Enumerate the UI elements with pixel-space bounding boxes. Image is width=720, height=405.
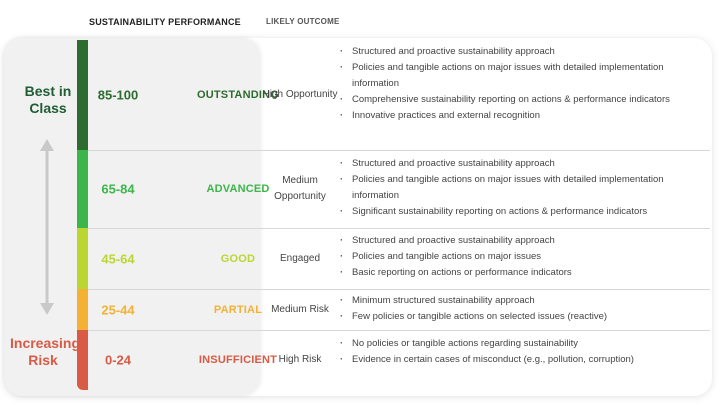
tier-outcome: High Opportunity [262,89,338,100]
bullet-item: Policies and tangible actions on major i… [338,172,708,204]
tier-score: 85-100 [97,87,139,103]
bullet-item: Structured and proactive sustainability … [338,44,708,60]
bullet-item: Comprehensive sustainability reporting o… [338,92,708,108]
bullet-item: Few policies or tangible actions on sele… [338,309,708,325]
tier-row-insufficient: 0-24 INSUFFICIENT High Risk No policies … [88,330,710,390]
bullet-item: Significant sustainability reporting on … [338,204,708,220]
tier-outcome: Engaged [279,252,321,264]
tier-level: ADVANCED [206,183,270,195]
bullet-item: Basic reporting on actions or performanc… [338,265,708,281]
double-arrow-icon [40,139,54,315]
tier-row-good: 45-64 GOOD Engaged Structured and proact… [88,228,710,290]
tier-row-partial: 25-44 PARTIAL Medium Risk Minimum struct… [88,289,710,331]
bullet-item: No policies or tangible actions regardin… [338,336,708,352]
tier-bullets: Structured and proactive sustainability … [338,156,708,220]
bullet-item: Policies and tangible actions on major i… [338,60,708,92]
tier-level: PARTIAL [213,303,263,316]
tier-row-outstanding: 85-100 OUTSTANDING High Opportunity Stru… [88,40,710,151]
tier-outcome: Medium Opportunity [274,175,326,202]
bullet-item: Structured and proactive sustainability … [338,156,708,172]
tier-level: INSUFFICIENT [198,354,278,366]
tier-outcome: High Risk [278,354,322,365]
tier-bullets: Structured and proactive sustainability … [338,233,708,281]
header-likely-outcome: LIKELY OUTCOME [266,17,340,26]
tier-row-advanced: 65-84 ADVANCED Medium Opportunity Struct… [88,150,710,229]
bullet-item: Policies and tangible actions on major i… [338,249,708,265]
tier-level: OUTSTANDING [196,89,280,101]
tier-score: 25-44 [101,302,135,317]
tier-color-bar-partial [77,289,88,330]
tier-color-bar-advanced [77,150,88,228]
bullet-item: Structured and proactive sustainability … [338,233,708,249]
bullet-item: Innovative practices and external recogn… [338,108,708,124]
tier-level: GOOD [220,252,256,265]
tier-color-bar-outstanding [77,40,88,150]
tier-score: 65-84 [101,181,135,197]
tier-bullets: Minimum structured sustainability approa… [338,293,708,325]
tier-outcome: Medium Risk [271,303,329,315]
tier-bullets: Structured and proactive sustainability … [338,44,708,124]
tier-bullets: No policies or tangible actions regardin… [338,336,708,368]
best-in-class-label: Best in Class [24,83,72,116]
increasing-risk-label: Increasing Risk [10,335,81,368]
header-sustainability-performance: SUSTAINABILITY PERFORMANCE [89,17,241,27]
bullet-item: Minimum structured sustainability approa… [338,293,708,309]
tier-color-bar-good [77,228,88,289]
tier-color-bar-insufficient [77,330,88,390]
bullet-item: Evidence in certain cases of misconduct … [338,352,708,368]
tier-score: 0-24 [104,352,132,368]
tier-score: 45-64 [101,251,135,266]
